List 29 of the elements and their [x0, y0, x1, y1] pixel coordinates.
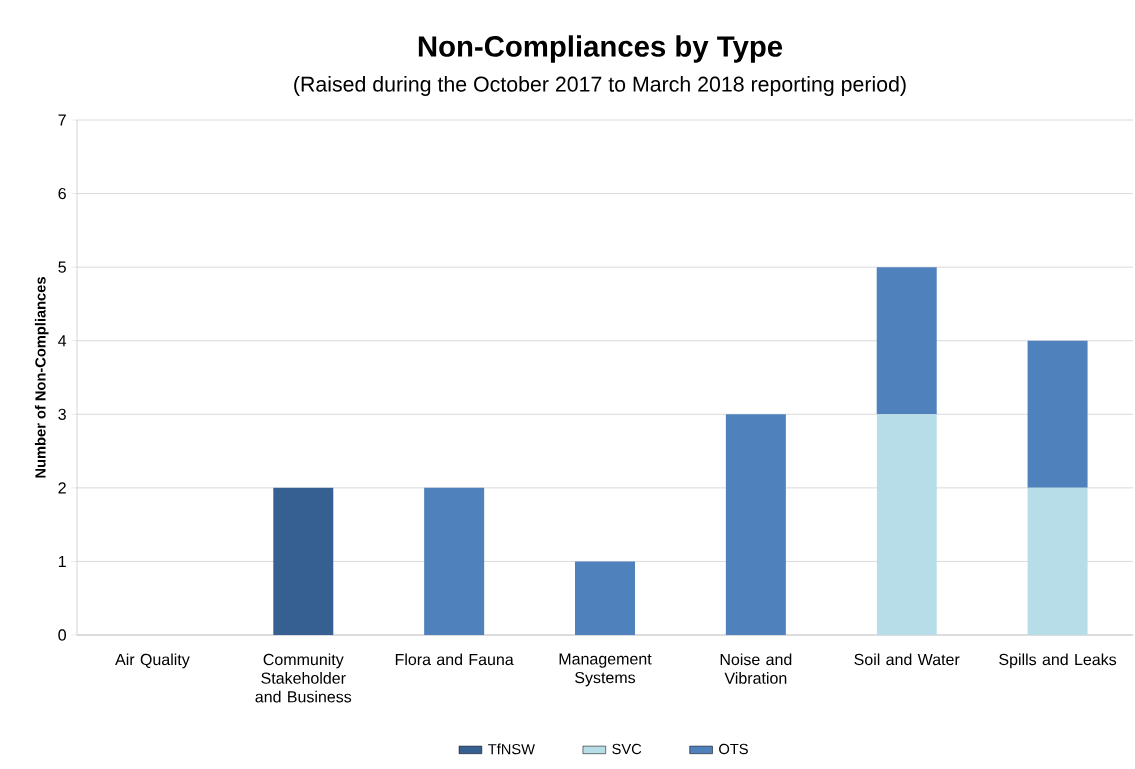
- x-tick-label: Flora and Fauna: [395, 653, 514, 666]
- bar: [575, 561, 635, 635]
- x-tick-label: Air Quality: [115, 653, 190, 669]
- legend-label: OTS: [719, 743, 748, 755]
- y-axis-title: Number of Non-Compliances: [34, 277, 49, 478]
- y-tick-label: 4: [58, 335, 67, 347]
- chart-subtitle: (Raised during the October 2017 to March 2018 reporting period): [294, 76, 906, 96]
- x-tick-label: Community Stakeholder and Business: [255, 653, 352, 703]
- legend-label: SVC: [612, 743, 642, 755]
- y-tick-label: 3: [58, 408, 66, 420]
- y-tick-label: 7: [58, 114, 66, 126]
- legend-label: TfNSW: [488, 743, 535, 755]
- bar: [1027, 340, 1088, 488]
- bar: [1027, 487, 1088, 635]
- y-tick-label: 2: [58, 482, 66, 494]
- x-tick-label: Noise and Vibration: [720, 653, 792, 684]
- y-tick-label: 0: [58, 629, 66, 641]
- y-tick-label: 5: [58, 261, 66, 273]
- x-tick-label: Management Systems: [559, 653, 652, 687]
- chart-title: Non-Compliances by Type: [418, 35, 783, 63]
- bar: [424, 487, 485, 635]
- x-tick-label: Soil and Water: [854, 653, 960, 666]
- x-tick-label: Spills and Leaks: [999, 653, 1117, 669]
- y-tick-label: 1: [58, 555, 66, 567]
- y-tick-label: 6: [58, 187, 66, 200]
- bar: [273, 487, 334, 635]
- bar: [725, 414, 786, 635]
- bar: [876, 267, 937, 415]
- bar: [876, 414, 937, 635]
